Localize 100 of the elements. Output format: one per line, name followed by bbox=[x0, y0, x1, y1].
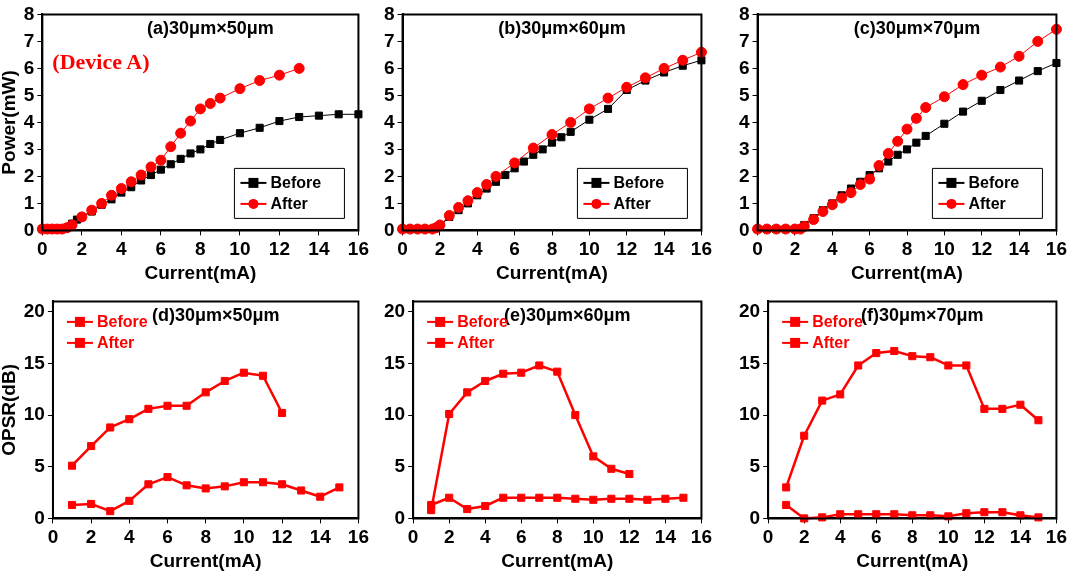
y-tick-label: 2 bbox=[383, 164, 395, 186]
y-tick-label: 8 bbox=[738, 2, 750, 24]
y-tick-label: 0 bbox=[749, 506, 761, 528]
y-axis-title: Power(mW) bbox=[0, 70, 19, 175]
x-tick-label: 10 bbox=[582, 526, 604, 548]
y-tick-label: 3 bbox=[738, 137, 750, 159]
x-axis-title: Current(mA) bbox=[851, 261, 963, 283]
y-tick-label: 1 bbox=[23, 191, 35, 213]
x-tick-label: 12 bbox=[973, 526, 995, 548]
x-tick-label: 6 bbox=[162, 526, 173, 548]
x-axis-title: Current(mA) bbox=[501, 549, 614, 571]
x-tick-label: 10 bbox=[233, 526, 255, 548]
chart-title: (c)30μm×70μm bbox=[853, 18, 981, 39]
y-tick-label: 7 bbox=[738, 29, 750, 51]
legend-label: After bbox=[613, 195, 651, 213]
y-tick-label: 10 bbox=[738, 403, 761, 425]
x-tick-label: 8 bbox=[551, 526, 563, 548]
y-tick-label: 5 bbox=[383, 83, 395, 105]
legend-label: Before bbox=[812, 313, 863, 331]
x-tick-label: 6 bbox=[870, 526, 882, 548]
x-axis-title: Current(mA) bbox=[144, 261, 257, 283]
x-tick-label: 16 bbox=[690, 238, 712, 260]
x-tick-label: 6 bbox=[864, 238, 875, 260]
x-tick-label: 10 bbox=[933, 238, 955, 260]
legend-label: Before bbox=[613, 174, 665, 192]
y-tick-label: 4 bbox=[23, 110, 35, 132]
y-tick-label: 0 bbox=[394, 506, 406, 528]
x-tick-label: 14 bbox=[308, 238, 330, 260]
y-tick-label: 0 bbox=[383, 218, 395, 240]
y-tick-label: 6 bbox=[23, 56, 35, 78]
annotation: (Device A) bbox=[52, 49, 150, 75]
x-tick-label: 8 bbox=[200, 526, 211, 548]
y-tick-label: 6 bbox=[383, 56, 395, 78]
x-tick-label: 4 bbox=[116, 238, 128, 260]
legend-label: Before bbox=[968, 174, 1020, 192]
x-tick-label: 14 bbox=[653, 238, 676, 260]
y-tick-label: 7 bbox=[383, 29, 395, 51]
x-tick-label: 6 bbox=[509, 238, 520, 260]
x-tick-label: 16 bbox=[347, 526, 369, 548]
y-tick-label: 4 bbox=[383, 110, 395, 132]
x-tick-label: 2 bbox=[85, 526, 97, 548]
y-tick-label: 10 bbox=[383, 403, 406, 425]
y-tick-label: 2 bbox=[738, 164, 750, 186]
x-tick-label: 8 bbox=[901, 238, 913, 260]
x-tick-label: 12 bbox=[616, 238, 638, 260]
x-tick-label: 2 bbox=[789, 238, 801, 260]
x-tick-label: 10 bbox=[578, 238, 600, 260]
legend-label: Before bbox=[270, 174, 322, 192]
legend-label: After bbox=[270, 195, 308, 213]
x-tick-label: 6 bbox=[515, 526, 527, 548]
legend-label: After bbox=[96, 334, 135, 352]
x-axis-title: Current(mA) bbox=[149, 549, 262, 571]
y-tick-label: 5 bbox=[394, 454, 406, 476]
x-axis-title: Current(mA) bbox=[496, 261, 608, 283]
y-tick-label: 1 bbox=[383, 191, 395, 213]
legend-label: Before bbox=[96, 313, 148, 331]
y-tick-label: 5 bbox=[34, 454, 46, 476]
x-tick-label: 14 bbox=[1008, 238, 1031, 260]
x-tick-label: 4 bbox=[471, 238, 483, 260]
x-tick-label: 10 bbox=[937, 526, 959, 548]
x-tick-label: 16 bbox=[690, 526, 712, 548]
x-tick-label: 16 bbox=[1045, 526, 1067, 548]
x-tick-label: 14 bbox=[309, 526, 332, 548]
y-tick-label: 5 bbox=[738, 83, 750, 105]
legend-label: After bbox=[812, 334, 850, 352]
x-tick-label: 10 bbox=[229, 238, 251, 260]
y-tick-label: 5 bbox=[23, 83, 35, 105]
x-tick-label: 14 bbox=[1009, 526, 1032, 548]
x-tick-label: 4 bbox=[834, 526, 846, 548]
legend-label: After bbox=[457, 334, 495, 352]
y-tick-label: 20 bbox=[738, 299, 761, 321]
y-tick-label: 10 bbox=[23, 403, 45, 425]
y-tick-label: 20 bbox=[383, 299, 406, 321]
x-tick-label: 16 bbox=[1045, 238, 1067, 260]
y-tick-label: 15 bbox=[738, 351, 761, 373]
x-tick-label: 8 bbox=[546, 238, 558, 260]
y-tick-label: 0 bbox=[34, 506, 45, 528]
y-tick-label: 0 bbox=[23, 218, 35, 240]
y-tick-label: 0 bbox=[738, 218, 750, 240]
y-tick-label: 15 bbox=[23, 351, 46, 373]
x-axis-title: Current(mA) bbox=[856, 549, 969, 571]
legend-label: After bbox=[968, 195, 1006, 213]
x-tick-label: 2 bbox=[443, 526, 455, 548]
x-tick-label: 12 bbox=[268, 238, 290, 260]
x-tick-label: 4 bbox=[124, 526, 136, 548]
x-tick-label: 2 bbox=[798, 526, 810, 548]
x-tick-label: 8 bbox=[906, 526, 918, 548]
x-tick-label: 16 bbox=[347, 238, 369, 260]
x-tick-label: 12 bbox=[971, 238, 993, 260]
y-tick-label: 3 bbox=[23, 137, 35, 159]
x-tick-label: 8 bbox=[195, 238, 206, 260]
x-tick-label: 4 bbox=[826, 238, 838, 260]
x-tick-label: 12 bbox=[618, 526, 640, 548]
y-tick-label: 4 bbox=[738, 110, 750, 132]
x-tick-label: 4 bbox=[479, 526, 491, 548]
chart-title: (a)30μm×50μm bbox=[147, 18, 274, 39]
x-tick-label: 2 bbox=[76, 238, 88, 260]
y-tick-label: 20 bbox=[23, 299, 45, 321]
y-tick-label: 8 bbox=[23, 2, 35, 24]
chart-title: (b)30μm×60μm bbox=[498, 18, 626, 39]
